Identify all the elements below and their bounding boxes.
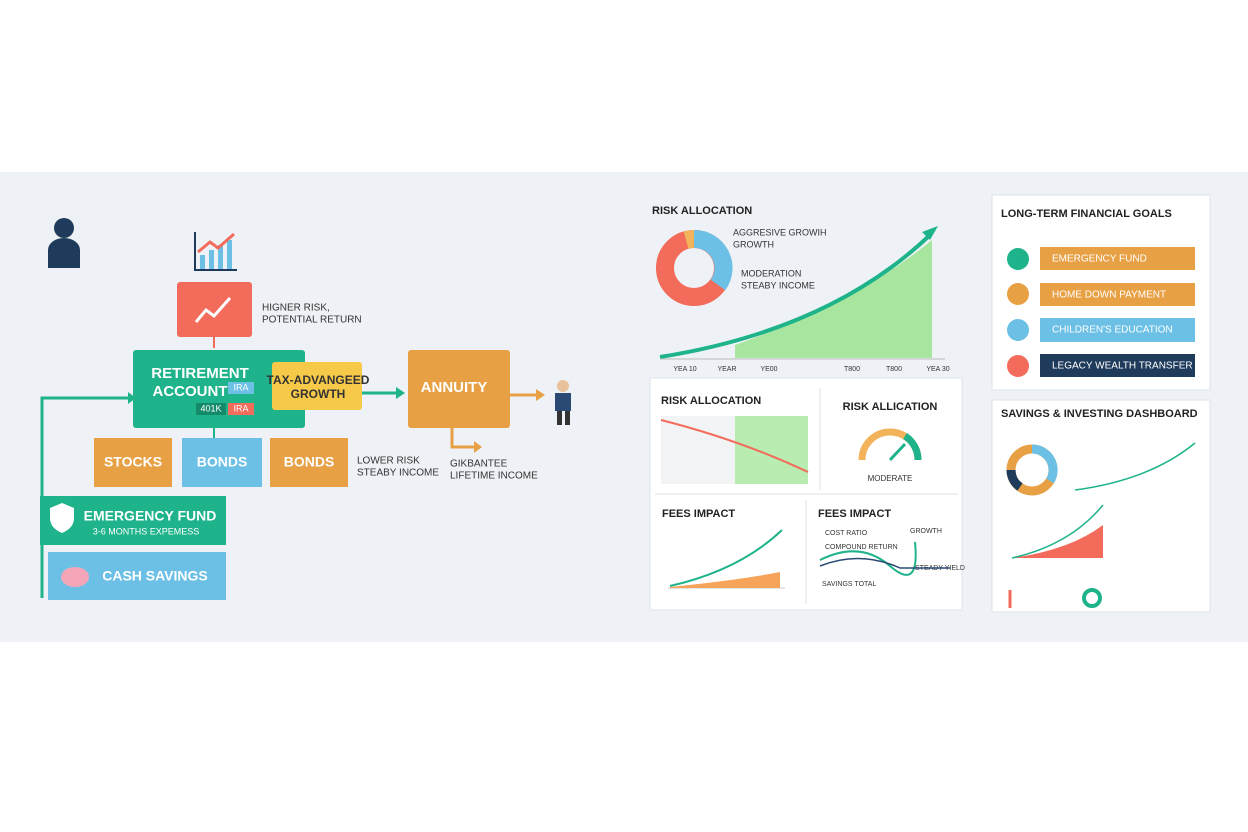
legend: SAVINGS TOTAL bbox=[822, 581, 876, 588]
box-sub: 3-6 MONTHS EXPEMESS bbox=[93, 526, 200, 536]
growth-chart: RISK ALLOCATION AGGRESIVE GROWIH GROWTH … bbox=[652, 205, 945, 360]
box-title: TAX-ADVANGEED bbox=[267, 373, 370, 387]
legend: COST RATIO bbox=[825, 530, 868, 537]
legend: COMPOUND RETURN bbox=[825, 544, 898, 551]
note: LOWER RISK bbox=[357, 456, 420, 467]
x-label: YEAR bbox=[717, 366, 736, 373]
goal: HOME DOWN PAYMENT bbox=[1052, 290, 1166, 301]
x-label: YEA 30 bbox=[926, 366, 949, 373]
panel-title: RISK ALLICATION bbox=[843, 401, 938, 413]
x-label: T800 bbox=[844, 366, 860, 373]
legend: GROWTH bbox=[910, 528, 942, 535]
panel-title: FEES IMPACT bbox=[818, 508, 891, 520]
note: GIKBANTEE bbox=[450, 459, 508, 470]
x-labels: YEA 10 YEAR YE00 T800 T800 YEA 30 bbox=[673, 366, 949, 373]
box-title: GROWTH bbox=[291, 387, 346, 401]
box-title: CASH SAVINGS bbox=[102, 568, 208, 584]
tag: IRA bbox=[233, 403, 248, 413]
panel-title: RISK ALLOCATION bbox=[661, 395, 761, 407]
gauge-label: MODERATE bbox=[868, 474, 913, 483]
legend: AGGRESIVE GROWIH bbox=[733, 227, 827, 237]
box-title: BONDS bbox=[197, 454, 248, 470]
box-title: RETIREMENT bbox=[151, 365, 249, 382]
flow: HIGNER RISK, POTENTIAL RETURN RETIREMENT… bbox=[40, 218, 571, 600]
x-label: YEA 10 bbox=[673, 366, 696, 373]
box-title: BONDS bbox=[284, 454, 335, 470]
legend: MODERATION bbox=[741, 268, 801, 278]
note: POTENTIAL RETURN bbox=[262, 315, 362, 326]
goal: EMERGENCY FUND bbox=[1052, 254, 1147, 265]
dashboard: SAVINGS & INVESTING DASHBOARD bbox=[991, 399, 1211, 613]
box-title: ACCOUNT bbox=[153, 383, 228, 400]
box-title: EMERGENCY FUND bbox=[84, 508, 217, 524]
x-label: YE00 bbox=[760, 366, 777, 373]
panels: RISK ALLOCATION RISK ALLICATION MODERATE… bbox=[649, 377, 965, 611]
panel-title: SAVINGS & INVESTING DASHBOARD bbox=[1001, 408, 1198, 420]
x-label: T800 bbox=[886, 366, 902, 373]
note: LIFETIME INCOME bbox=[450, 471, 538, 482]
panel-title: FEES IMPACT bbox=[662, 508, 735, 520]
goal: LEGACY WEALTH TRANSFER bbox=[1052, 361, 1193, 372]
goal: CHILDREN'S EDUCATION bbox=[1052, 325, 1173, 336]
box-title: ANNUITY bbox=[421, 379, 488, 396]
legend: STEABY INCOME bbox=[741, 280, 815, 290]
note: STEABY INCOME bbox=[357, 468, 439, 479]
tag: 401K bbox=[200, 403, 221, 413]
box-title: STOCKS bbox=[104, 454, 162, 470]
note: HIGNER RISK, bbox=[262, 303, 330, 314]
tag: IRA bbox=[233, 382, 248, 392]
legend: GROWTH bbox=[733, 239, 774, 249]
panel-title: LONG-TERM FINANCIAL GOALS bbox=[1001, 208, 1172, 220]
chart-title: RISK ALLOCATION bbox=[652, 205, 752, 217]
goals: LONG-TERM FINANCIAL GOALS EMERGENCY FUND… bbox=[991, 194, 1211, 391]
